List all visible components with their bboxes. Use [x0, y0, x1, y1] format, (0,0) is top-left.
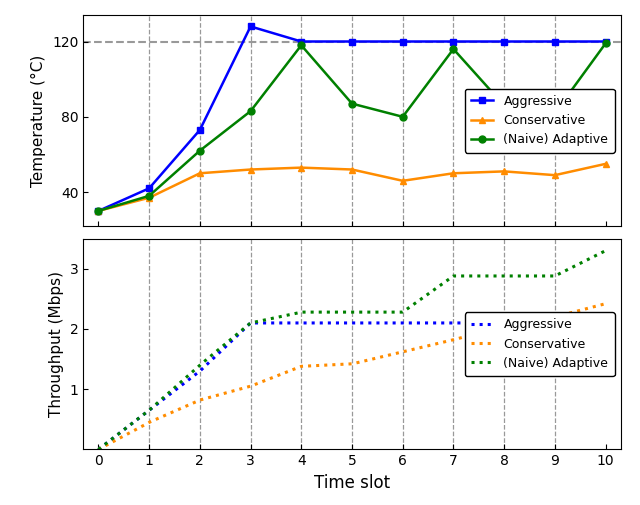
- Conservative: [348, 167, 356, 173]
- Conservative: [602, 300, 609, 307]
- Aggressive: [602, 320, 609, 326]
- Conservative: [145, 195, 153, 201]
- Conservative: [335, 362, 343, 368]
- (Naive) Adaptive: [298, 42, 305, 48]
- Aggressive: [337, 320, 344, 326]
- (Naive) Adaptive: [510, 273, 518, 279]
- Aggressive: [370, 320, 378, 326]
- Conservative: [396, 349, 404, 356]
- (Naive) Adaptive: [551, 110, 559, 116]
- Aggressive: [247, 23, 255, 29]
- Conservative: [95, 208, 102, 214]
- (Naive) Adaptive: [196, 147, 204, 154]
- Aggressive: [602, 38, 609, 44]
- X-axis label: Time slot: Time slot: [314, 474, 390, 492]
- Aggressive: [145, 185, 153, 191]
- Aggressive: [340, 320, 348, 326]
- Aggressive: [397, 320, 405, 326]
- Aggressive: [95, 446, 102, 452]
- Aggressive: [551, 38, 559, 44]
- Legend: Aggressive, Conservative, (Naive) Adaptive: Aggressive, Conservative, (Naive) Adapti…: [465, 88, 614, 153]
- (Naive) Adaptive: [247, 108, 255, 114]
- (Naive) Adaptive: [396, 309, 404, 315]
- Aggressive: [298, 38, 305, 44]
- Aggressive: [500, 38, 508, 44]
- Conservative: [399, 178, 406, 184]
- (Naive) Adaptive: [348, 100, 356, 107]
- Conservative: [196, 170, 204, 176]
- Conservative: [95, 446, 102, 452]
- Conservative: [602, 161, 609, 167]
- (Naive) Adaptive: [399, 114, 406, 120]
- Line: Aggressive: Aggressive: [95, 23, 609, 215]
- Conservative: [551, 172, 559, 178]
- Conservative: [369, 356, 377, 362]
- Aggressive: [95, 208, 102, 214]
- Legend: Aggressive, Conservative, (Naive) Adaptive: Aggressive, Conservative, (Naive) Adapti…: [465, 312, 614, 376]
- Line: Aggressive: Aggressive: [99, 323, 605, 449]
- Line: Conservative: Conservative: [95, 161, 609, 215]
- Aggressive: [348, 38, 356, 44]
- Aggressive: [247, 320, 255, 326]
- Conservative: [298, 165, 305, 171]
- Y-axis label: Temperature (°C): Temperature (°C): [31, 55, 47, 187]
- Conservative: [449, 170, 457, 176]
- (Naive) Adaptive: [602, 40, 609, 46]
- (Naive) Adaptive: [339, 309, 346, 315]
- (Naive) Adaptive: [602, 247, 609, 254]
- Line: (Naive) Adaptive: (Naive) Adaptive: [99, 250, 605, 449]
- Y-axis label: Throughput (Mbps): Throughput (Mbps): [49, 271, 64, 417]
- Line: Conservative: Conservative: [99, 304, 605, 449]
- (Naive) Adaptive: [589, 254, 597, 260]
- (Naive) Adaptive: [449, 46, 457, 52]
- (Naive) Adaptive: [335, 309, 343, 315]
- Line: (Naive) Adaptive: (Naive) Adaptive: [95, 40, 609, 215]
- Aggressive: [511, 320, 519, 326]
- (Naive) Adaptive: [369, 309, 377, 315]
- Aggressive: [449, 38, 457, 44]
- Conservative: [339, 362, 346, 368]
- Aggressive: [196, 127, 204, 133]
- Conservative: [510, 321, 518, 327]
- Conservative: [500, 168, 508, 174]
- (Naive) Adaptive: [95, 446, 102, 452]
- Conservative: [247, 167, 255, 173]
- (Naive) Adaptive: [95, 208, 102, 214]
- Aggressive: [399, 38, 406, 44]
- Conservative: [589, 304, 597, 310]
- Aggressive: [591, 320, 598, 326]
- (Naive) Adaptive: [500, 103, 508, 109]
- (Naive) Adaptive: [145, 193, 153, 199]
